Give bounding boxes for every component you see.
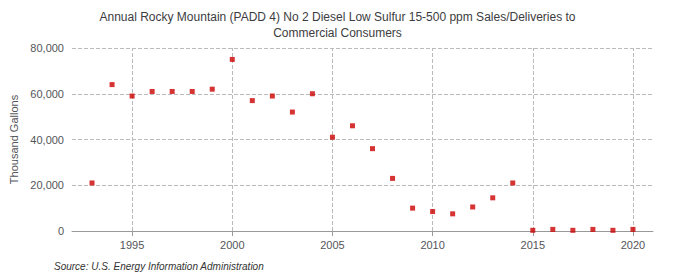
- svg-text:2020: 2020: [621, 239, 645, 251]
- svg-text:40,000: 40,000: [30, 134, 64, 146]
- svg-text:60,000: 60,000: [30, 88, 64, 100]
- svg-text:Source: U.S. Energy Informatio: Source: U.S. Energy Information Administ…: [54, 261, 264, 272]
- svg-text:1995: 1995: [120, 239, 144, 251]
- svg-text:Thousand Gallons: Thousand Gallons: [8, 94, 20, 184]
- svg-text:80,000: 80,000: [30, 42, 64, 54]
- svg-text:2015: 2015: [521, 239, 545, 251]
- svg-text:2000: 2000: [220, 239, 244, 251]
- svg-text:Commercial Consumers: Commercial Consumers: [273, 26, 402, 40]
- svg-text:0: 0: [58, 225, 64, 237]
- svg-text:20,000: 20,000: [30, 179, 64, 191]
- svg-text:2010: 2010: [420, 239, 444, 251]
- svg-text:2005: 2005: [320, 239, 344, 251]
- svg-text:Annual Rocky Mountain (PADD 4): Annual Rocky Mountain (PADD 4) No 2 Dies…: [100, 10, 576, 24]
